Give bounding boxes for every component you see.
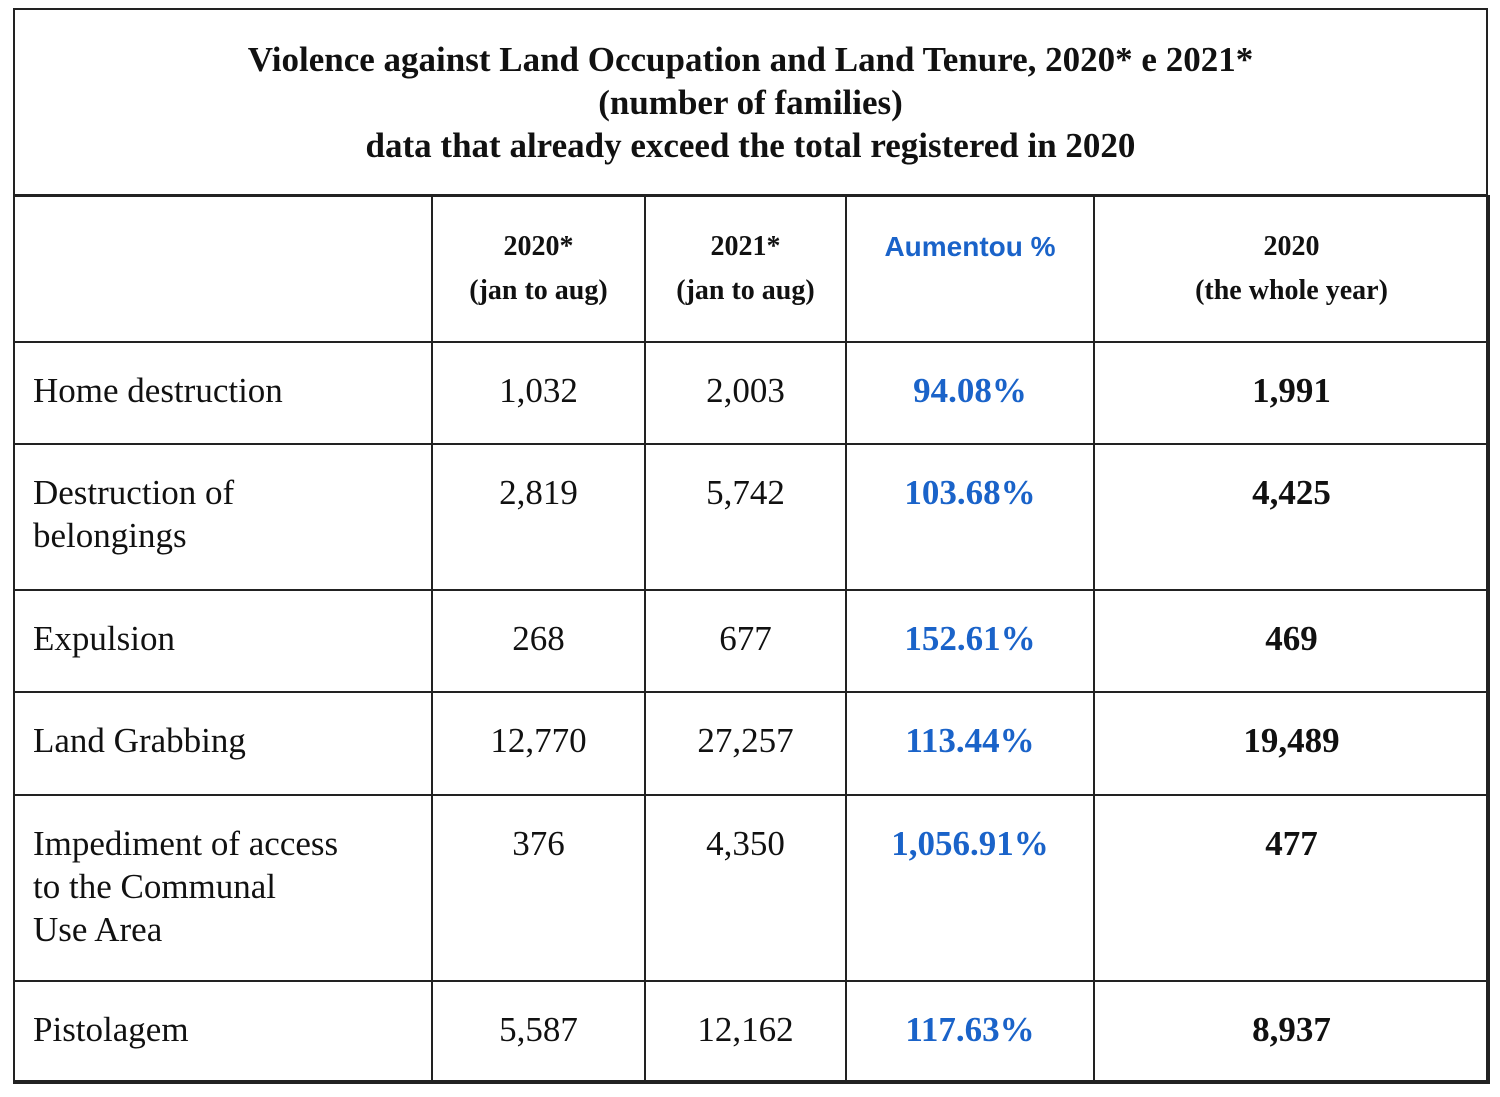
header-2020-full-range: (the whole year) — [1195, 275, 1388, 306]
row-label-line: Use Area — [33, 910, 163, 949]
row-label-line: Land Grabbing — [33, 721, 246, 760]
cell-2021-partial: 27,257 — [644, 691, 847, 796]
header-2020-partial: 2020* (jan to aug) — [431, 195, 646, 343]
cell-2020-full: 19,489 — [1093, 691, 1490, 796]
row-label: Expulsion — [13, 589, 433, 693]
row-label-line: Impediment of access — [33, 824, 339, 863]
row-label: Impediment of access to the Communal Use… — [13, 794, 433, 982]
header-row: 2020* (jan to aug) 2021* (jan to aug) Au… — [13, 195, 1490, 343]
header-increase-pct-label: Aumentou % — [884, 231, 1056, 262]
row-label: Land Grabbing — [13, 691, 433, 796]
cell-increase-pct: 94.08% — [845, 341, 1095, 445]
cell-increase-pct: 152.61% — [845, 589, 1095, 693]
cell-2020-full: 477 — [1093, 794, 1490, 982]
cell-2020-partial: 5,587 — [431, 980, 646, 1084]
row-label-line: Pistolagem — [33, 1010, 189, 1049]
row-label: Pistolagem — [13, 980, 433, 1084]
header-2020-full-year: 2020 — [1263, 231, 1320, 262]
row-label: Destruction of belongings — [13, 443, 433, 591]
table-row: Home destruction 1,032 2,003 94.08% 1,99… — [13, 341, 1490, 445]
title-line-1: Violence against Land Occupation and Lan… — [247, 39, 1254, 79]
table-row: Expulsion 268 677 152.61% 469 — [13, 589, 1490, 693]
cell-2021-partial: 4,350 — [644, 794, 847, 982]
table-row: Land Grabbing 12,770 27,257 113.44% 19,4… — [13, 691, 1490, 796]
cell-2020-full: 4,425 — [1093, 443, 1490, 591]
cell-2020-partial: 12,770 — [431, 691, 646, 796]
cell-increase-pct: 1,056.91% — [845, 794, 1095, 982]
cell-2021-partial: 12,162 — [644, 980, 847, 1084]
table-row: Destruction of belongings 2,819 5,742 10… — [13, 443, 1490, 591]
title-line-2: (number of families) — [598, 82, 903, 122]
header-2020-partial-range: (jan to aug) — [469, 275, 608, 306]
cell-2020-partial: 2,819 — [431, 443, 646, 591]
cell-2021-partial: 677 — [644, 589, 847, 693]
row-label: Home destruction — [13, 341, 433, 445]
cell-increase-pct: 113.44% — [845, 691, 1095, 796]
row-label-line: to the Communal — [33, 867, 277, 906]
cell-2020-full: 469 — [1093, 589, 1490, 693]
row-label-line: belongings — [33, 516, 187, 555]
data-table: 2020* (jan to aug) 2021* (jan to aug) Au… — [13, 195, 1490, 1084]
cell-2020-full: 1,991 — [1093, 341, 1490, 445]
cell-2020-partial: 376 — [431, 794, 646, 982]
cell-2020-full: 8,937 — [1093, 980, 1490, 1084]
header-increase-pct: Aumentou % — [845, 195, 1095, 343]
header-2021-partial: 2021* (jan to aug) — [644, 195, 847, 343]
header-2020-full: 2020 (the whole year) — [1093, 195, 1490, 343]
header-2021-partial-range: (jan to aug) — [676, 275, 815, 306]
cell-increase-pct: 103.68% — [845, 443, 1095, 591]
cell-2020-partial: 268 — [431, 589, 646, 693]
cell-2020-partial: 1,032 — [431, 341, 646, 445]
title-line-3: data that already exceed the total regis… — [365, 125, 1136, 165]
cell-2021-partial: 5,742 — [644, 443, 847, 591]
header-2021-partial-year: 2021* — [710, 231, 781, 262]
table-title: Violence against Land Occupation and Lan… — [13, 8, 1488, 196]
row-label-line: Expulsion — [33, 619, 175, 658]
header-empty-cell — [13, 195, 433, 343]
header-2020-partial-year: 2020* — [503, 231, 574, 262]
row-label-line: Destruction of — [33, 473, 235, 512]
cell-increase-pct: 117.63% — [845, 980, 1095, 1084]
row-label-line: Home destruction — [33, 371, 283, 410]
table-row: Pistolagem 5,587 12,162 117.63% 8,937 — [13, 980, 1490, 1084]
table-row: Impediment of access to the Communal Use… — [13, 794, 1490, 982]
cell-2021-partial: 2,003 — [644, 341, 847, 445]
